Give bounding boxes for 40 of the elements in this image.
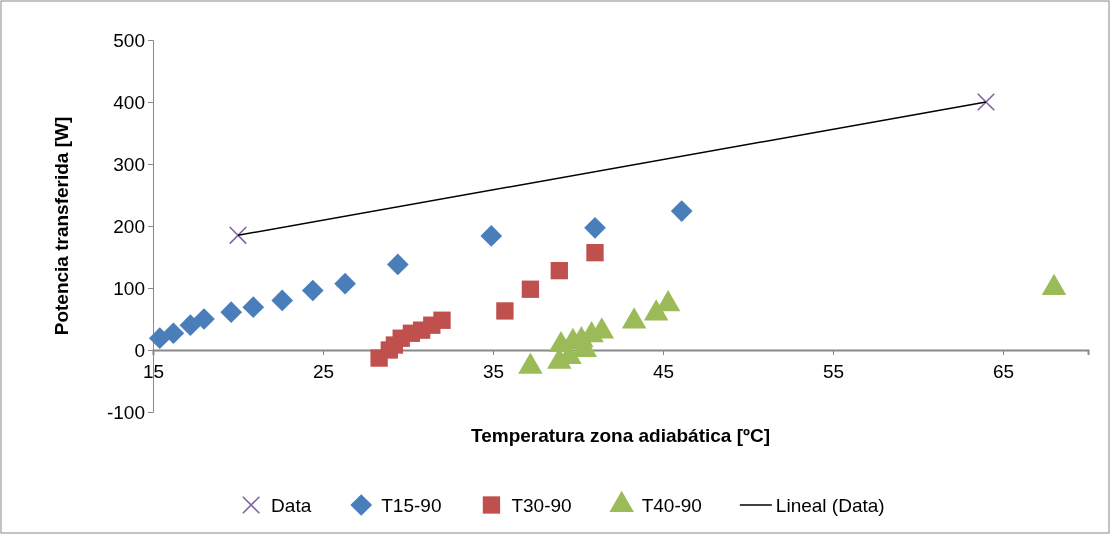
y-tick-label: -100 [106, 401, 145, 423]
point [228, 226, 248, 245]
point [162, 322, 185, 345]
point [271, 289, 294, 312]
y-tick-label: 0 [134, 339, 145, 361]
point [433, 311, 451, 329]
legend-label: Data [271, 495, 312, 516]
x-tick-label: 25 [312, 361, 335, 383]
point [521, 280, 540, 298]
x-axis-title: Temperatura zona adiabática [ºC] [470, 425, 771, 446]
y-tick-label: 100 [113, 277, 145, 299]
point [334, 272, 356, 295]
point [148, 327, 171, 350]
y-axis-title: Potencia transferida [W] [51, 116, 72, 336]
point [179, 314, 202, 337]
y-tick-label: 200 [113, 215, 145, 237]
y-tick-label: 500 [113, 29, 145, 51]
point [496, 302, 514, 320]
point [386, 253, 409, 276]
x-tick-label: 55 [822, 361, 845, 383]
x-tick-label: 65 [992, 361, 1015, 383]
y-tick-label: 400 [113, 91, 145, 113]
point [584, 217, 606, 239]
point [670, 200, 693, 222]
y-tick-label: 300 [113, 153, 145, 175]
point [193, 308, 215, 330]
legend-label: Lineal (Data) [775, 495, 885, 516]
point [550, 261, 568, 280]
x-tick-label: 15 [142, 361, 165, 383]
legend-label: T15-90 [381, 495, 442, 516]
legend-label: T40-90 [641, 495, 702, 516]
point [301, 279, 324, 302]
x-tick-label: 45 [652, 361, 675, 383]
point [220, 301, 243, 324]
point [976, 92, 996, 112]
point [586, 244, 604, 262]
x-tick-label: 35 [482, 361, 505, 383]
point [242, 296, 265, 319]
legend-label: T30-90 [511, 495, 572, 516]
point [480, 225, 503, 247]
